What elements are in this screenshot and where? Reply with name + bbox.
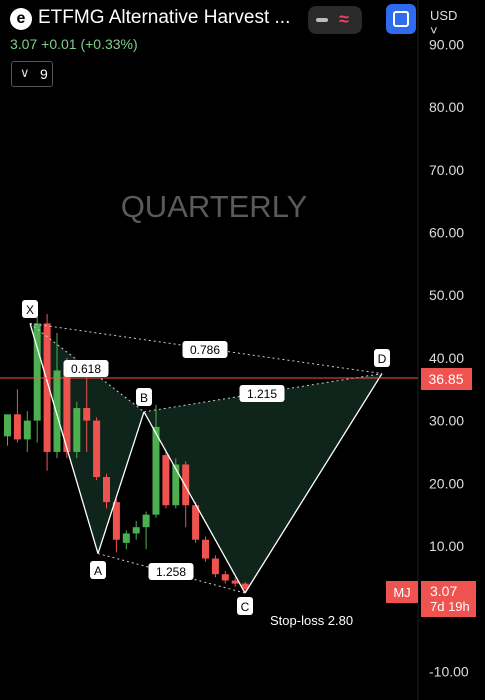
pattern-point-box[interactable] xyxy=(374,349,390,367)
price-tick-label: 50.00 xyxy=(429,287,464,303)
ratio-label: 0.786 xyxy=(190,343,220,357)
ratio-label-box xyxy=(239,385,285,402)
price-tick-label: 60.00 xyxy=(429,225,464,241)
stop-loss-label: Stop-loss 2.80 xyxy=(270,613,353,628)
last-price-text: 3.07 xyxy=(430,583,457,599)
candle-body xyxy=(73,408,81,452)
candle-body xyxy=(211,558,219,575)
pattern-point-label: A xyxy=(94,564,102,578)
pattern-point-label: D xyxy=(378,352,387,366)
timeframe-watermark: QUARTERLY xyxy=(121,189,308,224)
pattern-leg[interactable] xyxy=(143,411,246,594)
candle-body xyxy=(112,502,120,540)
candle-body xyxy=(93,420,101,478)
symbol-title[interactable]: ETFMG Alternative Harvest ... xyxy=(38,7,291,28)
candle-body xyxy=(221,574,229,581)
candle-body xyxy=(53,370,61,452)
ratio-label: 0.618 xyxy=(71,362,101,376)
ratio-label-box xyxy=(182,341,228,358)
price-tick-label: 90.00 xyxy=(429,36,464,52)
currency-selector[interactable]: USD ˅ xyxy=(430,8,458,38)
price-tick-label: 10.00 xyxy=(429,538,464,554)
candlestick-series xyxy=(4,314,249,592)
fullscreen-icon xyxy=(393,11,409,27)
candle-body xyxy=(162,455,170,506)
candle-body xyxy=(202,539,209,559)
ratio-label-box xyxy=(148,563,194,580)
pattern-ratio-line xyxy=(29,322,383,375)
interval-value: 9 xyxy=(40,66,48,82)
harmonic-pattern-lines[interactable]: 0.618 0.786 1.215 1.258 X A B C D xyxy=(22,300,390,615)
candle-body xyxy=(23,420,31,440)
candle-body xyxy=(231,580,239,584)
pattern-point-label: C xyxy=(241,600,250,614)
candle-body xyxy=(33,323,41,421)
candle-body xyxy=(142,514,150,528)
price-tick-label: 30.00 xyxy=(429,413,464,429)
pattern-ratio-line xyxy=(29,323,145,413)
candle-body xyxy=(182,464,190,506)
candle-body xyxy=(241,583,249,590)
candle-body xyxy=(13,414,21,440)
current-line-price-text: 36.85 xyxy=(428,371,463,387)
price-axis[interactable]: 90.00 80.00 70.00 60.00 50.00 40.00 30.00 20.00… xyxy=(429,36,469,679)
candle-body xyxy=(63,370,71,452)
pattern-leg[interactable] xyxy=(244,373,383,594)
approx-wave-icon[interactable]: ≈ xyxy=(339,9,349,29)
price-tick-label: 70.00 xyxy=(429,162,464,178)
price-tick-label: -10.00 xyxy=(429,663,469,679)
price-change-quote: 3.07 +0.01 (+0.33%) xyxy=(10,36,138,52)
candle-body xyxy=(43,323,51,452)
pattern-point-box[interactable] xyxy=(90,561,106,579)
current-line-tag xyxy=(421,368,472,390)
fullscreen-button[interactable] xyxy=(386,4,416,34)
pattern-leg[interactable] xyxy=(97,411,145,554)
candle-body xyxy=(132,527,140,534)
candle-body xyxy=(152,426,160,515)
bar-countdown: 7d 19h xyxy=(430,599,470,614)
chart-header: e ETFMG Alternative Harvest ... ≈ 3.07 +… xyxy=(0,0,457,92)
minus-icon[interactable] xyxy=(316,18,328,22)
candle-body xyxy=(172,464,180,506)
pattern-point-label: B xyxy=(140,391,148,405)
etfmg-logo-icon: e xyxy=(10,8,32,30)
chevron-down-icon: ∨ xyxy=(20,65,30,80)
chart-style-toggle[interactable]: ≈ xyxy=(308,6,362,34)
pattern-leg[interactable] xyxy=(29,323,99,554)
pattern-point-box[interactable] xyxy=(136,388,152,406)
pattern-point-box[interactable] xyxy=(237,597,253,615)
ratio-label-box xyxy=(63,360,109,377)
candle-body xyxy=(103,477,110,503)
candle-body xyxy=(4,414,11,437)
ratio-label: 1.215 xyxy=(247,387,277,401)
candle-body xyxy=(83,408,91,421)
ratio-label: 1.258 xyxy=(156,565,186,579)
candle-body xyxy=(122,533,130,543)
price-tick-label: 20.00 xyxy=(429,475,464,491)
candle-body xyxy=(192,505,200,540)
bcd-triangle xyxy=(144,373,382,594)
price-tick-label: 80.00 xyxy=(429,99,464,115)
price-tick-label: 40.00 xyxy=(429,350,464,366)
interval-dropdown[interactable]: ∨ 9 xyxy=(11,61,53,87)
last-price-tag xyxy=(421,581,476,617)
pattern-point-label: X xyxy=(26,303,34,317)
symbol-tag xyxy=(386,581,418,603)
symbol-tag-text: MJ xyxy=(393,585,410,600)
currency-label: USD xyxy=(430,8,458,23)
pattern-point-box[interactable] xyxy=(22,300,38,318)
